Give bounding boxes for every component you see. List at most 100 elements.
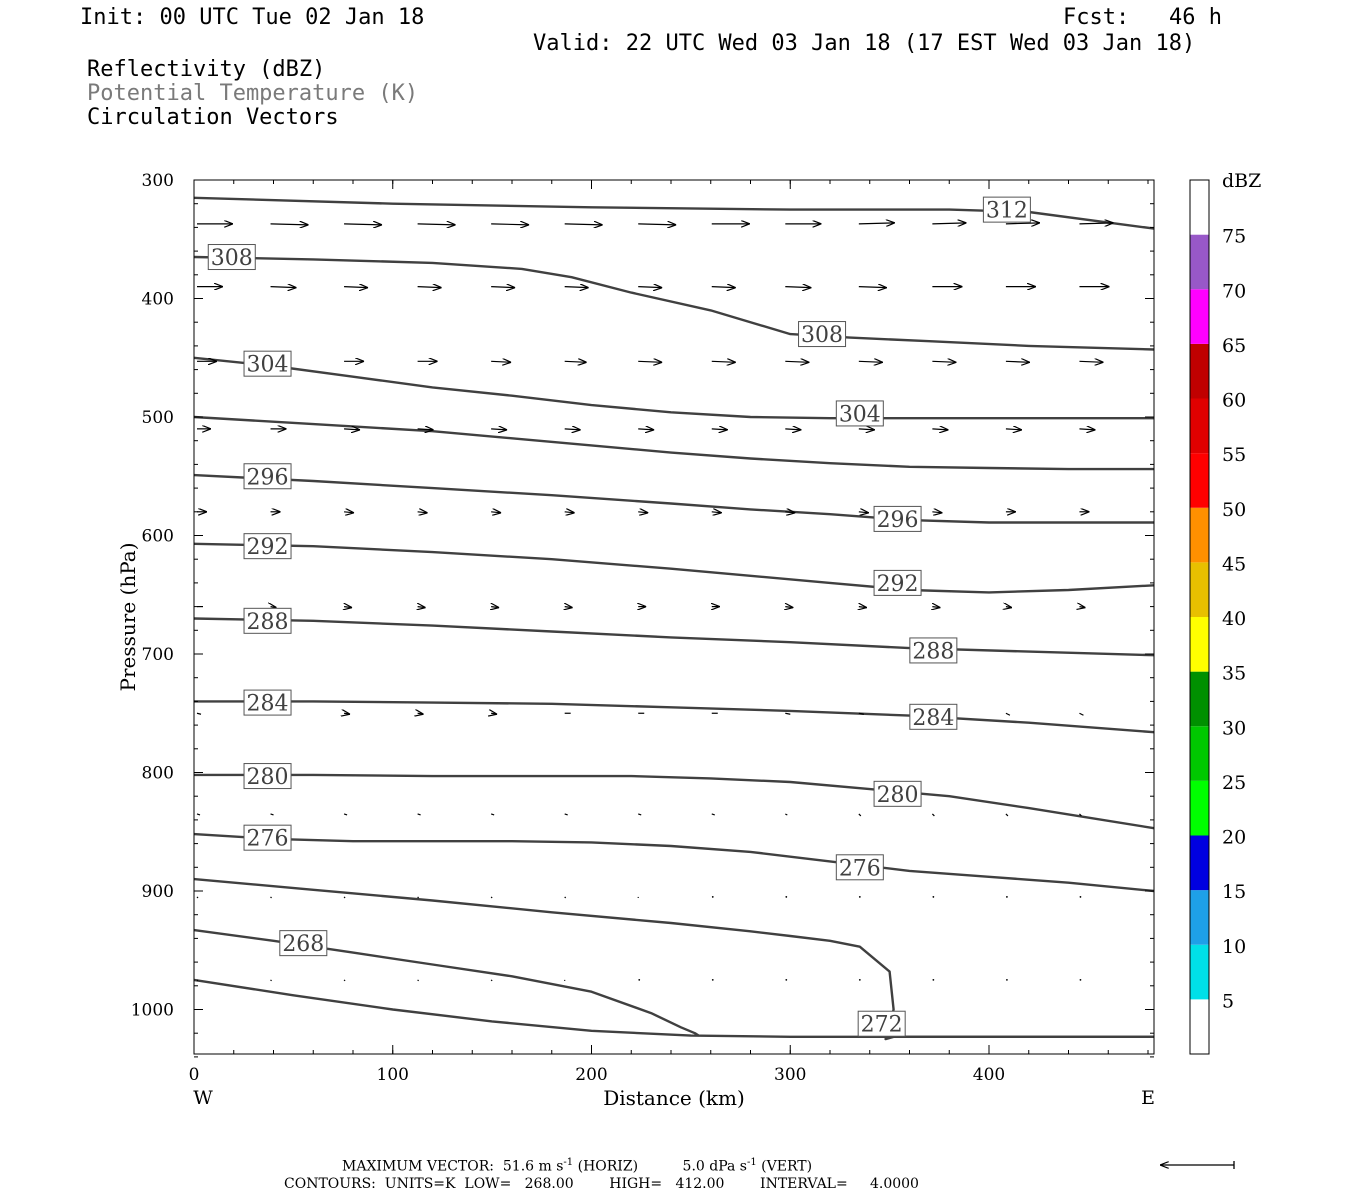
vector-arrow [932, 429, 948, 430]
axes-layer: 300 400 500 600 700 800 900 1000 0 100 200 300 400 [131, 171, 1154, 1085]
vector-layer [196, 223, 1113, 982]
contour-label-box-272 [857, 1010, 906, 1037]
vector-arrow [270, 287, 297, 288]
vector-arrow [1079, 813, 1082, 817]
vector-arrow [1006, 607, 1012, 608]
contour-line-308 [193, 255, 1155, 351]
contour-label-box-296 [873, 505, 922, 532]
vector-arrow [491, 224, 529, 225]
vector-arrow [564, 429, 581, 430]
max-vector-suffix: (VERT) [756, 1158, 813, 1175]
colorbar-segment [1190, 780, 1209, 836]
colorbar-label: 25 [1222, 772, 1246, 794]
colorbar-segment [1190, 999, 1209, 1054]
colorbar-label: 45 [1222, 553, 1246, 575]
contour-label-box-276 [835, 854, 884, 881]
colorbar-segment [1190, 835, 1209, 891]
contour-label-box-308 [798, 321, 847, 348]
vector-arrow [1005, 429, 1022, 430]
vector-arrow [858, 361, 883, 362]
contour-label-288: 288 [912, 639, 954, 664]
max-vector-exp1: -1 [563, 1157, 574, 1168]
vector-arrow [932, 978, 935, 981]
vector-arrow [564, 287, 589, 288]
contour-label-284: 284 [247, 692, 289, 717]
contour-label-box-268 [279, 930, 328, 957]
vector-arrow [491, 429, 507, 430]
colorbar-frame [1189, 179, 1210, 1055]
contour-label-284: 284 [912, 706, 954, 731]
contour-label-276: 276 [247, 827, 289, 852]
colorbar-label: 20 [1222, 827, 1246, 849]
y-tick-label: 300 [142, 171, 174, 191]
west-label: W [193, 1087, 213, 1109]
vector-arrow [344, 224, 382, 225]
contour-label-312: 312 [986, 199, 1028, 224]
contour-label-box-276 [243, 824, 292, 851]
contour-label-box-312 [982, 196, 1031, 223]
vector-arrow [1005, 813, 1009, 817]
field-reflectivity: Reflectivity (dBZ) [87, 57, 326, 82]
vector-arrow [638, 512, 648, 513]
vector-arrow [711, 512, 722, 513]
contour-label-box-288 [909, 637, 958, 664]
contour-line-304 [193, 356, 1154, 420]
y-tick-label: 1000 [131, 1001, 174, 1021]
vector-arrow [417, 896, 420, 899]
contour-line-292 [193, 542, 1155, 594]
contour-label-296: 296 [877, 508, 919, 533]
vector-arrow [564, 512, 575, 513]
contour-label-box-304 [835, 400, 884, 427]
vector-arrow [491, 713, 497, 714]
colorbar-label: 50 [1222, 499, 1246, 521]
vector-arrow [343, 896, 346, 899]
valid-time: Valid: 22 UTC Wed 03 Jan 18 (17 EST Wed … [533, 31, 1196, 56]
vector-arrow [785, 287, 811, 288]
contour-label-box-292 [243, 533, 292, 560]
vector-arrow [931, 813, 935, 817]
vector-arrow [638, 361, 662, 362]
east-label: E [1141, 1087, 1155, 1109]
vector-arrow [491, 512, 501, 513]
vector-arrow [932, 607, 940, 608]
colorbar-label: 55 [1222, 444, 1246, 466]
vector-arrow [858, 978, 861, 981]
colorbar-label: 35 [1222, 663, 1246, 685]
vector-arrow [1079, 429, 1095, 430]
vector-arrow [418, 713, 424, 714]
vector-arrow [417, 224, 456, 225]
max-vector-mid: (HORIZ) 5.0 dPa s [573, 1158, 747, 1175]
vector-arrow [858, 429, 875, 430]
colorbar-label: 60 [1222, 390, 1246, 412]
x-tick-label: 200 [575, 1065, 607, 1085]
y-tick-label: 600 [142, 527, 174, 547]
contour-label-box-280 [243, 763, 292, 790]
vector-arrow [1079, 361, 1103, 362]
vector-arrow [418, 607, 426, 608]
vector-arrow [859, 607, 867, 608]
vector-arrow [1006, 978, 1008, 981]
vector-arrow [344, 512, 354, 513]
vector-arrow [858, 896, 861, 898]
vector-arrow [417, 287, 442, 288]
vector-arrow [564, 896, 567, 899]
vector-arrow [711, 896, 714, 898]
vector-arrow [932, 512, 942, 513]
contour-label-288: 288 [247, 610, 289, 635]
vector-arrow [858, 712, 864, 715]
colorbar-segment [1190, 617, 1209, 672]
colorbar-label: 70 [1222, 280, 1246, 302]
vector-arrow [1079, 712, 1084, 716]
vector-arrow [490, 813, 495, 816]
contour-line-300 [193, 415, 1154, 471]
colorbar-segment [1190, 234, 1209, 290]
vector-arrow [711, 287, 736, 288]
colorbar-label: 75 [1222, 226, 1246, 248]
vector-arrow [491, 361, 511, 362]
vector-arrow [491, 287, 515, 288]
contours-note: CONTOURS: UNITS=K LOW= 268.00 HIGH= 412.… [284, 1176, 919, 1192]
colorbar-segment [1190, 343, 1209, 399]
colorbar-segment [1190, 180, 1209, 235]
colorbar-label: 65 [1222, 335, 1246, 357]
